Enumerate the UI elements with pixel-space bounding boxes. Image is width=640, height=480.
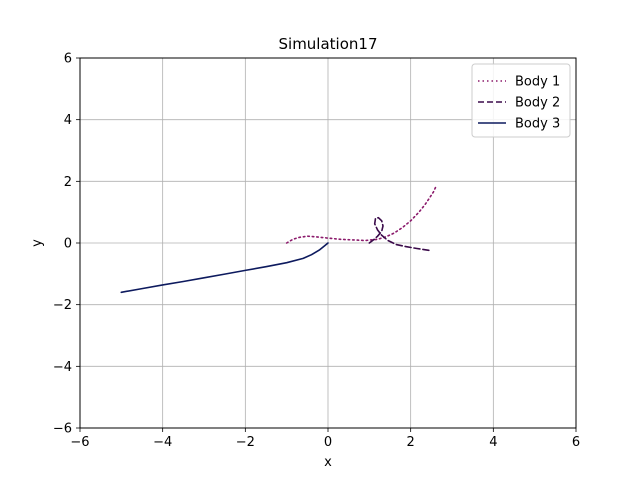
x-axis-ticks: −6 −4 −2 0 2 4 6 [70, 428, 580, 450]
series-line-2 [368, 216, 431, 252]
y-tick-label: 0 [64, 237, 72, 252]
y-axis-label: y [30, 239, 45, 247]
y-tick-label: 4 [64, 113, 72, 128]
y-tick-label: 2 [64, 175, 72, 190]
x-tick-label: 6 [572, 435, 580, 450]
x-tick-label: 2 [407, 435, 415, 450]
y-axis-ticks: −6 −4 −2 0 2 4 6 [53, 52, 80, 437]
legend-label-3: Body 3 [515, 117, 560, 132]
y-tick-label: −4 [53, 360, 72, 375]
y-tick-label: −6 [53, 422, 72, 437]
series-line-3 [120, 242, 329, 294]
legend-label-2: Body 2 [515, 96, 560, 111]
legend-box [471, 63, 571, 138]
chart-title: Simulation17 [279, 35, 378, 53]
series-line-1 [285, 186, 437, 244]
y-tick-label: 6 [64, 52, 72, 67]
x-axis-label: x [324, 455, 332, 470]
series-lines [120, 186, 437, 294]
x-tick-label: −4 [153, 435, 172, 450]
legend: Body 1 Body 2 Body 3 [471, 63, 571, 138]
y-tick-label: −2 [53, 298, 72, 313]
x-tick-label: 0 [324, 435, 332, 450]
x-tick-label: −2 [236, 435, 255, 450]
x-tick-label: 4 [489, 435, 497, 450]
legend-label-1: Body 1 [515, 75, 560, 90]
x-tick-label: −6 [70, 435, 89, 450]
